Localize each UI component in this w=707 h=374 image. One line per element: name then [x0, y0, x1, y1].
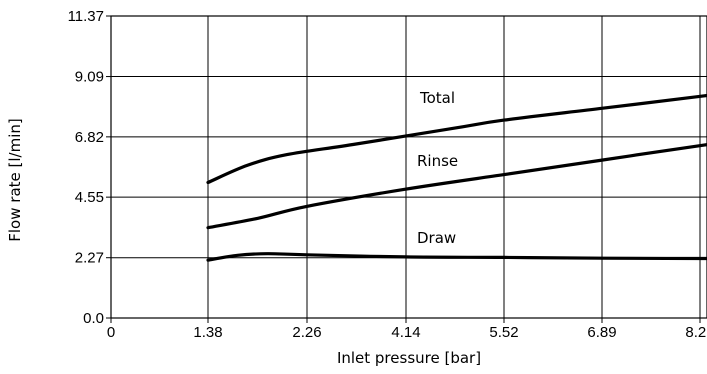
x-tick-label: 5.52 [489, 324, 518, 341]
y-tick-label: 11.37 [68, 8, 104, 25]
x-tick-label: 4.14 [391, 324, 420, 341]
series-line-rinse [206, 143, 707, 230]
y-axis-ticks: 0.0 2.27 4.55 6.82 9.09 11.37 [68, 8, 111, 327]
y-tick-label: 6.82 [75, 129, 104, 146]
series-line-total [206, 93, 707, 185]
x-tick-label: 1.38 [193, 324, 222, 341]
y-axis-title: Flow rate [l/min] [6, 118, 24, 241]
series-label-total: Total [419, 89, 455, 107]
series-labels: Total Rinse Draw [417, 89, 458, 247]
y-tick-label: 9.09 [75, 69, 104, 86]
y-tick-label: 4.55 [75, 189, 104, 206]
grid [111, 16, 707, 318]
y-tick-label: 2.27 [75, 250, 104, 267]
x-tick-label: 8.27 [685, 324, 707, 341]
x-tick-label: 0 [107, 324, 115, 341]
series-line-draw [206, 252, 707, 262]
x-tick-label: 6.89 [587, 324, 616, 341]
x-axis-title: Inlet pressure [bar] [337, 349, 481, 367]
plot-frame [110, 15, 707, 319]
series-lines [206, 93, 707, 262]
series-label-draw: Draw [417, 229, 456, 247]
series-label-rinse: Rinse [417, 152, 458, 170]
x-tick-label: 2.26 [292, 324, 321, 341]
x-axis-ticks: 0 1.38 2.26 4.14 5.52 6.89 8.27 [107, 318, 707, 341]
y-tick-label: 0.0 [83, 310, 104, 327]
